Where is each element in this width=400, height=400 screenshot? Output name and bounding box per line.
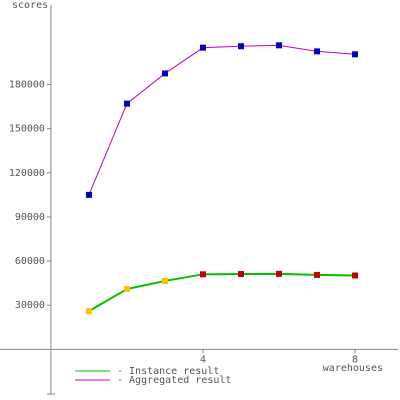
y-tick-label: 90000 xyxy=(15,212,45,223)
data-point xyxy=(161,277,168,284)
data-point xyxy=(161,70,168,77)
x-tick-label: 4 xyxy=(200,354,206,365)
data-point xyxy=(123,100,130,107)
y-axis-label: scores xyxy=(12,0,48,11)
data-point xyxy=(85,308,92,315)
data-point xyxy=(352,51,359,58)
data-point xyxy=(352,272,359,279)
legend-label: - Aggregated result xyxy=(117,375,231,386)
data-point xyxy=(123,286,130,293)
data-point xyxy=(314,48,321,55)
y-tick-label: 120000 xyxy=(9,168,45,179)
series-line xyxy=(88,272,356,312)
data-point xyxy=(199,44,206,51)
y-tick-label: 30000 xyxy=(15,300,45,311)
data-point xyxy=(238,271,245,278)
data-point xyxy=(238,43,245,50)
data-point xyxy=(85,191,92,198)
data-point xyxy=(276,270,283,277)
data-point xyxy=(199,271,206,278)
legend-label: - Instance result xyxy=(117,366,219,377)
x-tick-label: 8 xyxy=(352,354,358,365)
x-axis-label: warehouses xyxy=(323,363,383,374)
series-line xyxy=(88,44,356,196)
y-tick-label: 180000 xyxy=(9,79,45,90)
data-point xyxy=(314,271,321,278)
y-tick-label: 60000 xyxy=(15,256,45,267)
y-tick-label: 150000 xyxy=(9,124,45,135)
data-point xyxy=(276,42,283,49)
